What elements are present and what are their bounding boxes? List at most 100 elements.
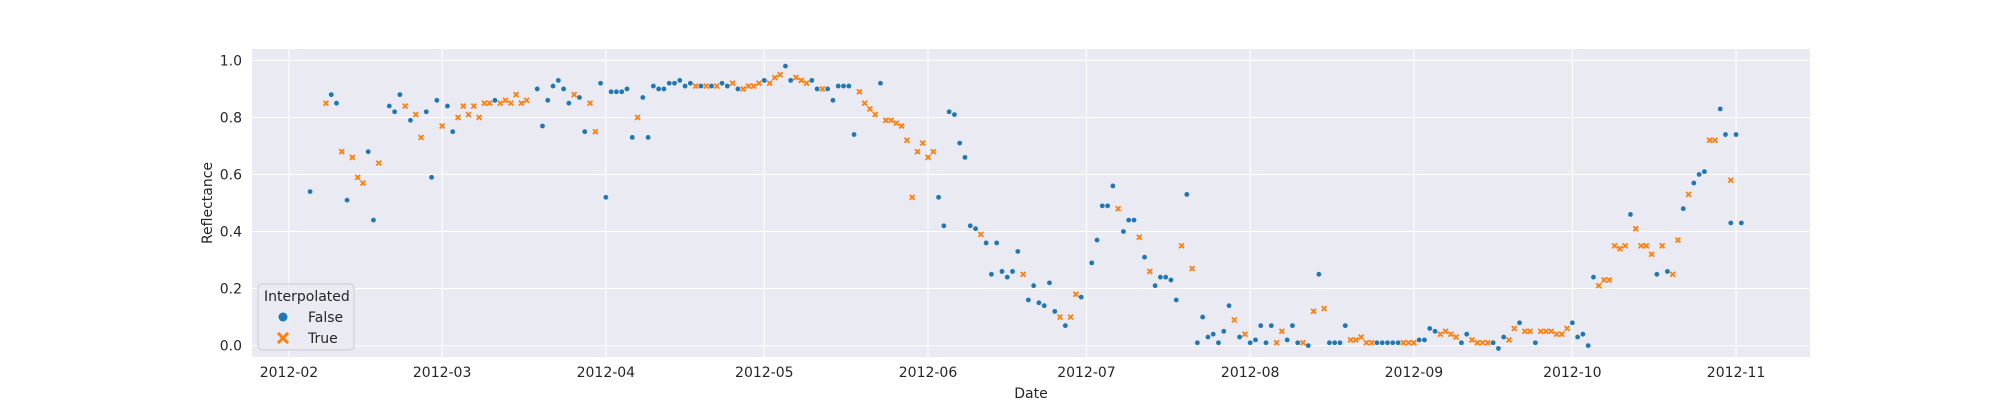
x-tick-label: 2012-08 <box>1221 365 1280 381</box>
data-point-false <box>645 135 651 140</box>
legend-box <box>257 283 355 351</box>
data-point-false <box>598 80 603 86</box>
data-point-false <box>429 174 434 180</box>
data-point-false <box>1691 180 1697 186</box>
data-point-true <box>586 100 594 107</box>
data-point-false <box>1105 203 1110 209</box>
data-point-false <box>1305 343 1311 348</box>
data-point-false <box>1432 328 1438 334</box>
data-point-false <box>545 97 551 103</box>
data-point-true <box>1606 276 1613 284</box>
data-point-false <box>1131 217 1137 223</box>
legend-marker-false <box>278 312 288 322</box>
data-point-true <box>750 83 757 90</box>
data-point-true <box>1056 314 1064 321</box>
plot-area-background <box>252 49 1810 357</box>
data-point-true <box>771 74 778 81</box>
data-point-true <box>792 74 800 81</box>
data-point-true <box>898 122 905 130</box>
data-point-true <box>1352 336 1359 343</box>
data-point-false <box>788 77 794 83</box>
data-point-false <box>1342 323 1348 329</box>
data-point-true <box>523 97 530 104</box>
data-point-false <box>846 83 852 89</box>
data-point-true <box>930 148 937 155</box>
data-point-false <box>1031 283 1037 289</box>
data-point-true <box>481 100 488 107</box>
data-point-true <box>1299 339 1307 346</box>
data-point-true <box>1685 191 1692 198</box>
data-point-false <box>1654 271 1660 277</box>
data-point-true <box>1479 339 1486 346</box>
data-point-true <box>924 154 932 161</box>
data-point-false <box>1501 334 1507 340</box>
data-point-false <box>408 117 413 123</box>
data-point-true <box>1659 242 1666 249</box>
data-point-true <box>1595 282 1602 289</box>
data-point-false <box>608 89 614 95</box>
y-tick-label: 1.0 <box>220 53 242 69</box>
data-point-true <box>349 154 356 161</box>
data-point-false <box>540 123 545 129</box>
data-point-false <box>1168 277 1174 283</box>
data-point-true <box>338 148 345 155</box>
data-point-true <box>1711 137 1719 144</box>
data-point-false <box>835 83 841 89</box>
x-tick-label: 2012-07 <box>1057 365 1116 381</box>
data-point-false <box>1733 132 1739 137</box>
data-point-false <box>1121 229 1126 234</box>
data-point-false <box>1194 340 1200 346</box>
data-point-false <box>1332 340 1338 346</box>
data-point-true <box>1537 328 1544 335</box>
data-point-false <box>783 63 788 69</box>
data-point-true <box>417 134 425 141</box>
data-point-false <box>1089 260 1095 266</box>
data-point-false <box>1585 343 1591 348</box>
data-point-false <box>698 83 704 89</box>
data-point-true <box>856 88 863 95</box>
data-point-true <box>1542 328 1550 335</box>
data-point-true <box>1178 242 1185 249</box>
data-point-true <box>512 91 520 98</box>
data-point-true <box>919 140 926 147</box>
data-point-true <box>977 231 984 238</box>
data-point-false <box>386 103 392 109</box>
data-point-true <box>1067 314 1074 321</box>
data-point-false <box>603 194 609 200</box>
data-point-true <box>1231 316 1238 323</box>
data-point-false <box>851 132 857 137</box>
data-point-false <box>555 77 561 83</box>
data-point-false <box>1253 337 1258 343</box>
data-point-true <box>740 85 747 92</box>
data-point-false <box>434 97 440 103</box>
data-point-false <box>1422 337 1427 343</box>
data-point-true <box>1347 336 1354 343</box>
data-point-false <box>825 86 831 92</box>
data-point-false <box>392 109 397 115</box>
data-point-false <box>1047 280 1052 286</box>
data-point-false <box>988 271 994 277</box>
data-point-true <box>755 80 763 87</box>
data-point-true <box>1553 331 1560 338</box>
data-point-true <box>359 179 366 187</box>
data-point-false <box>1184 192 1190 197</box>
data-point-false <box>1015 249 1021 254</box>
data-point-true <box>766 80 773 87</box>
data-point-false <box>999 269 1005 274</box>
data-point-false <box>1665 269 1670 274</box>
data-point-true <box>745 83 752 90</box>
data-point-false <box>1152 283 1158 289</box>
data-point-true <box>1474 339 1481 346</box>
data-point-false <box>1728 220 1734 226</box>
data-point-true <box>1468 336 1476 343</box>
data-point-true <box>1442 328 1449 335</box>
data-point-false <box>1221 328 1227 334</box>
data-point-false <box>1036 300 1042 306</box>
legend-label-true: True <box>307 331 338 347</box>
data-point-false <box>365 149 371 155</box>
data-point-true <box>375 160 382 167</box>
x-tick-label: 2012-10 <box>1543 365 1602 381</box>
data-point-true <box>1278 328 1285 335</box>
data-point-true <box>1447 331 1454 338</box>
data-point-false <box>661 86 667 92</box>
